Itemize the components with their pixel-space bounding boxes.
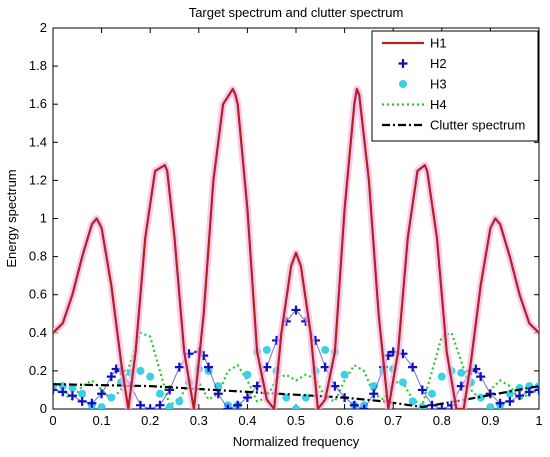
legend-label: H3	[430, 77, 447, 92]
legend-label: H2	[430, 56, 447, 71]
y-tick-label: 1.8	[29, 58, 47, 73]
h2-marker	[524, 387, 534, 397]
h2-marker	[67, 391, 77, 401]
h2-marker	[223, 404, 233, 409]
x-tick-label: 0.8	[433, 413, 451, 428]
h3-marker	[321, 345, 330, 354]
h2-marker	[87, 398, 97, 408]
y-tick-label: 1.2	[29, 172, 47, 187]
h3-marker	[398, 378, 407, 387]
h2-marker	[262, 362, 272, 372]
chart-title: Target spectrum and clutter spectrum	[189, 5, 404, 20]
h2-marker	[476, 372, 486, 382]
x-tick-label: 0.4	[238, 413, 256, 428]
y-tick-label: 1.6	[29, 96, 47, 111]
y-axis-label: Energy spectrum	[4, 169, 19, 267]
y-tick-label: 0.8	[29, 249, 47, 264]
x-tick-label: 0.5	[287, 413, 305, 428]
h2-marker	[174, 362, 184, 372]
h2-marker	[505, 396, 515, 406]
x-tick-label: 0.6	[336, 413, 354, 428]
x-tick-label: 0.9	[481, 413, 499, 428]
h2-marker	[77, 396, 87, 406]
y-tick-label: 0.4	[29, 325, 47, 340]
h2-marker	[291, 305, 301, 315]
h2-marker	[204, 362, 214, 372]
y-tick-label: 0	[40, 401, 47, 416]
y-tick-label: 1	[40, 211, 47, 226]
h2-marker	[330, 381, 340, 391]
legend-label: Clutter spectrum	[430, 118, 525, 133]
h2-marker	[106, 372, 116, 382]
series-layer	[53, 85, 539, 409]
x-tick-label: 0.3	[190, 413, 208, 428]
h2-marker	[359, 404, 369, 409]
h2-marker	[242, 393, 252, 403]
h3-marker	[78, 389, 87, 398]
h3-marker	[457, 368, 466, 377]
x-tick-label: 0.2	[141, 413, 159, 428]
h3-marker	[175, 397, 184, 406]
legend: H1 H2 H3 H4 Clutter spectrum	[371, 30, 539, 142]
h2-marker	[135, 400, 145, 409]
x-tick-label: 1	[535, 413, 542, 428]
h3-marker	[476, 393, 485, 402]
h2-marker	[485, 389, 495, 399]
legend-sample-h3	[399, 80, 407, 88]
h2-marker	[97, 389, 107, 399]
h2-marker	[53, 385, 58, 395]
x-tick-label: 0.7	[384, 413, 402, 428]
h2-marker	[58, 387, 68, 397]
h3-marker	[486, 403, 495, 409]
h2-marker	[320, 362, 330, 372]
y-tick-label: 2	[40, 20, 47, 35]
h3-marker	[107, 393, 116, 402]
h3-marker	[146, 372, 155, 381]
legend-sample-h2	[398, 59, 408, 68]
h2-marker	[437, 404, 447, 409]
x-tick-label: 0	[49, 413, 56, 428]
y-tick-label: 0.2	[29, 363, 47, 378]
h3-marker	[292, 405, 300, 409]
h2-marker	[515, 391, 525, 401]
h3-marker	[136, 366, 145, 375]
h3-marker	[408, 397, 417, 406]
h2-marker	[417, 385, 427, 395]
h3-marker	[428, 389, 437, 398]
h2-marker	[408, 362, 418, 372]
h2-marker	[349, 400, 359, 409]
h2-marker	[495, 398, 505, 408]
h2-marker	[252, 381, 262, 391]
h3-marker	[155, 389, 164, 398]
h3-marker	[97, 403, 106, 409]
x-tick-label: 0.1	[93, 413, 111, 428]
y-tick-label: 1.4	[29, 134, 47, 149]
h3-marker	[340, 370, 349, 379]
h3-marker	[282, 393, 291, 402]
h3-marker	[165, 403, 174, 409]
plot-area: 0 0.1 0.2 0.3 0.4 0.5 0.6 0.7 0.8 0.9 1 0 0.2 0.4 0.6 0…	[29, 20, 543, 428]
h1-line	[53, 87, 539, 409]
legend-label: H1	[430, 36, 447, 51]
h2-marker	[233, 400, 243, 409]
legend-label: H4	[430, 97, 447, 112]
h3-marker	[437, 372, 446, 381]
h3-marker	[68, 384, 77, 393]
clutter-line	[53, 383, 539, 409]
h2-marker	[145, 404, 155, 409]
y-tick-label: 0.6	[29, 287, 47, 302]
h3-marker	[505, 389, 514, 398]
h3-marker	[262, 345, 271, 354]
h2-marker	[534, 385, 539, 395]
h2-marker	[369, 389, 379, 399]
h2-marker	[155, 400, 165, 409]
h3-marker	[243, 370, 252, 379]
x-axis-label: Normalized frequency	[233, 434, 360, 449]
